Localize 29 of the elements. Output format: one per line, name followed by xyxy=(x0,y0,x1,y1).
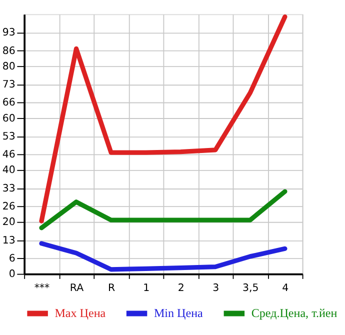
line-series xyxy=(39,14,288,224)
y-tick-label: 33 xyxy=(2,183,16,194)
y-tick-label: 13 xyxy=(2,235,16,246)
y-tick-label: 73 xyxy=(2,80,16,91)
y-tick-label: 93 xyxy=(2,28,16,39)
x-tick-label: 1 xyxy=(143,282,150,294)
y-tick-label: 86 xyxy=(2,46,16,57)
y-tick-label: 6 xyxy=(8,254,16,264)
line-series xyxy=(39,241,288,272)
y-tick-label: 26 xyxy=(2,202,16,213)
x-tick-label: 2 xyxy=(178,282,184,294)
legend-label: Max Цена xyxy=(54,306,106,320)
y-tick-label: 40 xyxy=(2,165,16,176)
y-tick-label: 53 xyxy=(2,131,16,142)
x-tick-label: 4 xyxy=(282,282,289,294)
x-tick-label: *** xyxy=(34,282,50,294)
x-tick-label: RA xyxy=(70,282,84,294)
y-tick-label: 80 xyxy=(2,61,16,72)
y-tick-label: 20 xyxy=(2,217,16,228)
x-tick-label: 3,5 xyxy=(242,282,259,294)
legend-label: Min Цена xyxy=(154,306,204,320)
y-tick-label: 66 xyxy=(2,98,16,109)
y-tick-label: 46 xyxy=(2,150,16,161)
y-tick-label: 0 xyxy=(8,269,16,280)
x-tick-label: R xyxy=(108,282,116,294)
x-tick-label: 3 xyxy=(212,282,220,294)
legend-label: Сред.Цена, т.йен xyxy=(251,306,338,320)
y-tick-label: 60 xyxy=(2,113,16,124)
line-series xyxy=(39,189,288,230)
